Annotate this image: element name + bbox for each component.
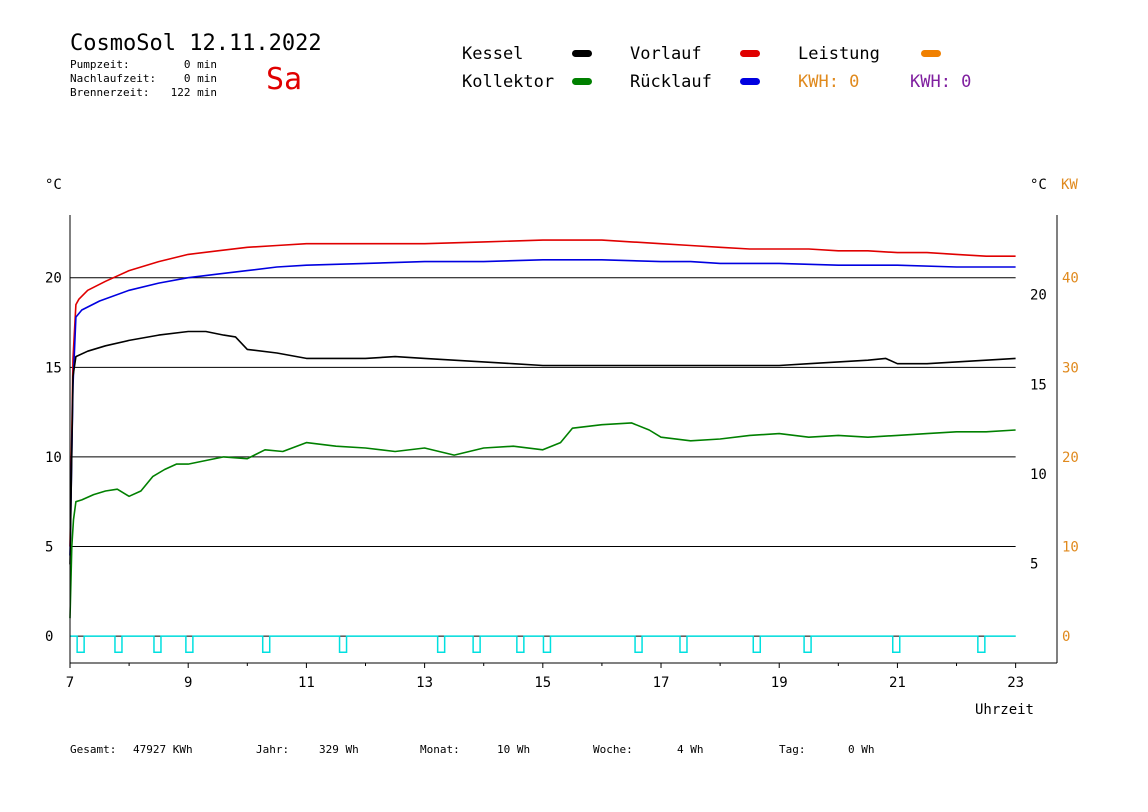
legend-swatch xyxy=(921,50,941,57)
footer-label: Woche: xyxy=(593,743,633,756)
y-tick-label: 0 xyxy=(45,629,53,645)
stat-label: Brennerzeit: xyxy=(70,86,149,99)
footer-value: 329 Wh xyxy=(319,743,359,756)
x-tick-label: 17 xyxy=(653,675,670,691)
x-tick-label: 21 xyxy=(889,675,906,691)
series-line-r-cklauf xyxy=(69,258,1016,556)
kw-tick-label: 20 xyxy=(1062,450,1079,466)
kw-tick-label: 40 xyxy=(1062,271,1079,287)
right-axis-unit-temp: °C xyxy=(1030,177,1047,193)
series-line-vorlauf xyxy=(69,239,1016,547)
right-axis-unit-kw: KW xyxy=(1061,177,1078,193)
kw-tick-label: 0 xyxy=(1062,629,1070,645)
legend-swatch xyxy=(740,78,760,85)
x-tick-label: 13 xyxy=(416,675,433,691)
stat-label: Nachlaufzeit: xyxy=(70,72,156,85)
kwh-value: KWH: 0 xyxy=(910,72,971,92)
x-tick-label: 9 xyxy=(184,675,192,691)
legend-label: Kollektor xyxy=(462,72,554,92)
legend-swatch xyxy=(572,78,592,85)
footer-label: Monat: xyxy=(420,743,460,756)
energy-footer: Gesamt: 47927 KWh Jahr: 329 Wh Monat: 10… xyxy=(70,743,875,756)
legend: Kessel Vorlauf Leistung Kollektor Rückla… xyxy=(462,44,971,92)
kw-tick-label: 30 xyxy=(1062,360,1079,376)
stat-label: Pumpzeit: xyxy=(70,58,130,71)
stat-value: 0 min xyxy=(184,58,217,71)
grid-lines xyxy=(70,277,1016,637)
legend-swatch xyxy=(740,50,760,57)
y-tick-label-right: 5 xyxy=(1030,557,1038,573)
pump-series xyxy=(70,635,1016,653)
stat-value: 122 min xyxy=(171,86,217,99)
footer-value: 4 Wh xyxy=(677,743,704,756)
y-tick-label-right: 20 xyxy=(1030,288,1047,304)
tick-labels: 0 5 10 15 20 5 10 15 20 0 10 20 30 40 7 9 11 13 15 17 19 21 23 xyxy=(45,271,1079,691)
legend-swatch xyxy=(572,50,592,57)
x-tick-label: 23 xyxy=(1007,675,1024,691)
footer-value: 47927 KWh xyxy=(133,743,193,756)
y-tick-label-right: 15 xyxy=(1030,377,1047,393)
series-line-kollektor xyxy=(69,422,1016,619)
y-tick-label: 5 xyxy=(45,540,53,556)
footer-label: Tag: xyxy=(779,743,806,756)
legend-label: Kessel xyxy=(462,44,523,64)
footer-value: 10 Wh xyxy=(497,743,530,756)
y-tick-label: 10 xyxy=(45,450,62,466)
y-tick-label: 20 xyxy=(45,271,62,287)
series-line-kessel xyxy=(69,330,1016,565)
pump-line xyxy=(70,635,1016,653)
legend-label: Rücklauf xyxy=(630,72,712,92)
day-label: Sa xyxy=(266,62,302,97)
left-axis-unit: °C xyxy=(45,177,62,193)
x-axis-label: Uhrzeit xyxy=(975,702,1034,718)
legend-label: Leistung xyxy=(798,44,880,64)
footer-label: Jahr: xyxy=(256,743,289,756)
series-lines xyxy=(69,239,1016,619)
stat-value: 0 min xyxy=(184,72,217,85)
x-tick-label: 11 xyxy=(298,675,315,691)
legend-label: Vorlauf xyxy=(630,44,702,64)
footer-value: 0 Wh xyxy=(848,743,875,756)
runtime-stats: Pumpzeit: 0 min Nachlaufzeit: 0 min Bren… xyxy=(70,58,217,99)
kw-tick-label: 10 xyxy=(1062,540,1079,556)
kwh-value: KWH: 0 xyxy=(798,72,859,92)
y-tick-label-right: 10 xyxy=(1030,467,1047,483)
y-tick-label: 15 xyxy=(45,360,62,376)
footer-label: Gesamt: xyxy=(70,743,116,756)
x-tick-label: 15 xyxy=(534,675,551,691)
axes xyxy=(69,215,1058,668)
x-tick-label: 7 xyxy=(66,675,74,691)
x-tick-label: 19 xyxy=(771,675,788,691)
chart-title: CosmoSol 12.11.2022 xyxy=(70,31,322,56)
